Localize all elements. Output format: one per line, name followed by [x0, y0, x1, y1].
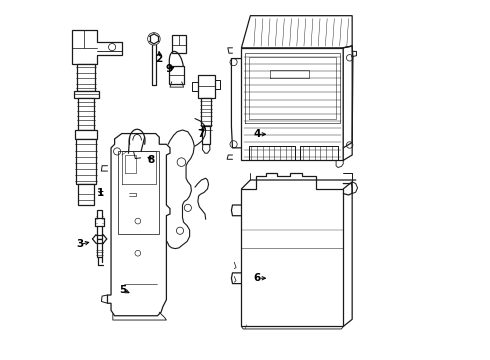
Polygon shape [172, 35, 186, 53]
Polygon shape [78, 184, 94, 205]
Text: 6: 6 [254, 273, 261, 283]
Polygon shape [118, 152, 159, 234]
Text: 1: 1 [97, 188, 104, 198]
Polygon shape [107, 134, 170, 316]
Polygon shape [201, 98, 211, 126]
Polygon shape [97, 239, 102, 257]
Polygon shape [95, 217, 104, 226]
Text: 2: 2 [156, 54, 163, 64]
Text: 8: 8 [147, 156, 155, 165]
Polygon shape [77, 64, 95, 91]
Polygon shape [75, 130, 97, 139]
Polygon shape [343, 46, 352, 160]
Polygon shape [242, 48, 343, 160]
Polygon shape [97, 210, 102, 239]
Polygon shape [78, 98, 94, 130]
Polygon shape [169, 66, 184, 84]
Polygon shape [198, 75, 215, 98]
Polygon shape [72, 30, 122, 64]
Polygon shape [74, 91, 98, 98]
Text: 9: 9 [166, 64, 173, 74]
Polygon shape [242, 16, 352, 48]
Text: 4: 4 [254, 129, 261, 139]
Polygon shape [76, 139, 96, 184]
Text: 5: 5 [119, 285, 126, 295]
Polygon shape [242, 173, 343, 327]
Polygon shape [202, 126, 210, 144]
Text: 7: 7 [197, 129, 205, 139]
Text: 3: 3 [76, 239, 83, 249]
